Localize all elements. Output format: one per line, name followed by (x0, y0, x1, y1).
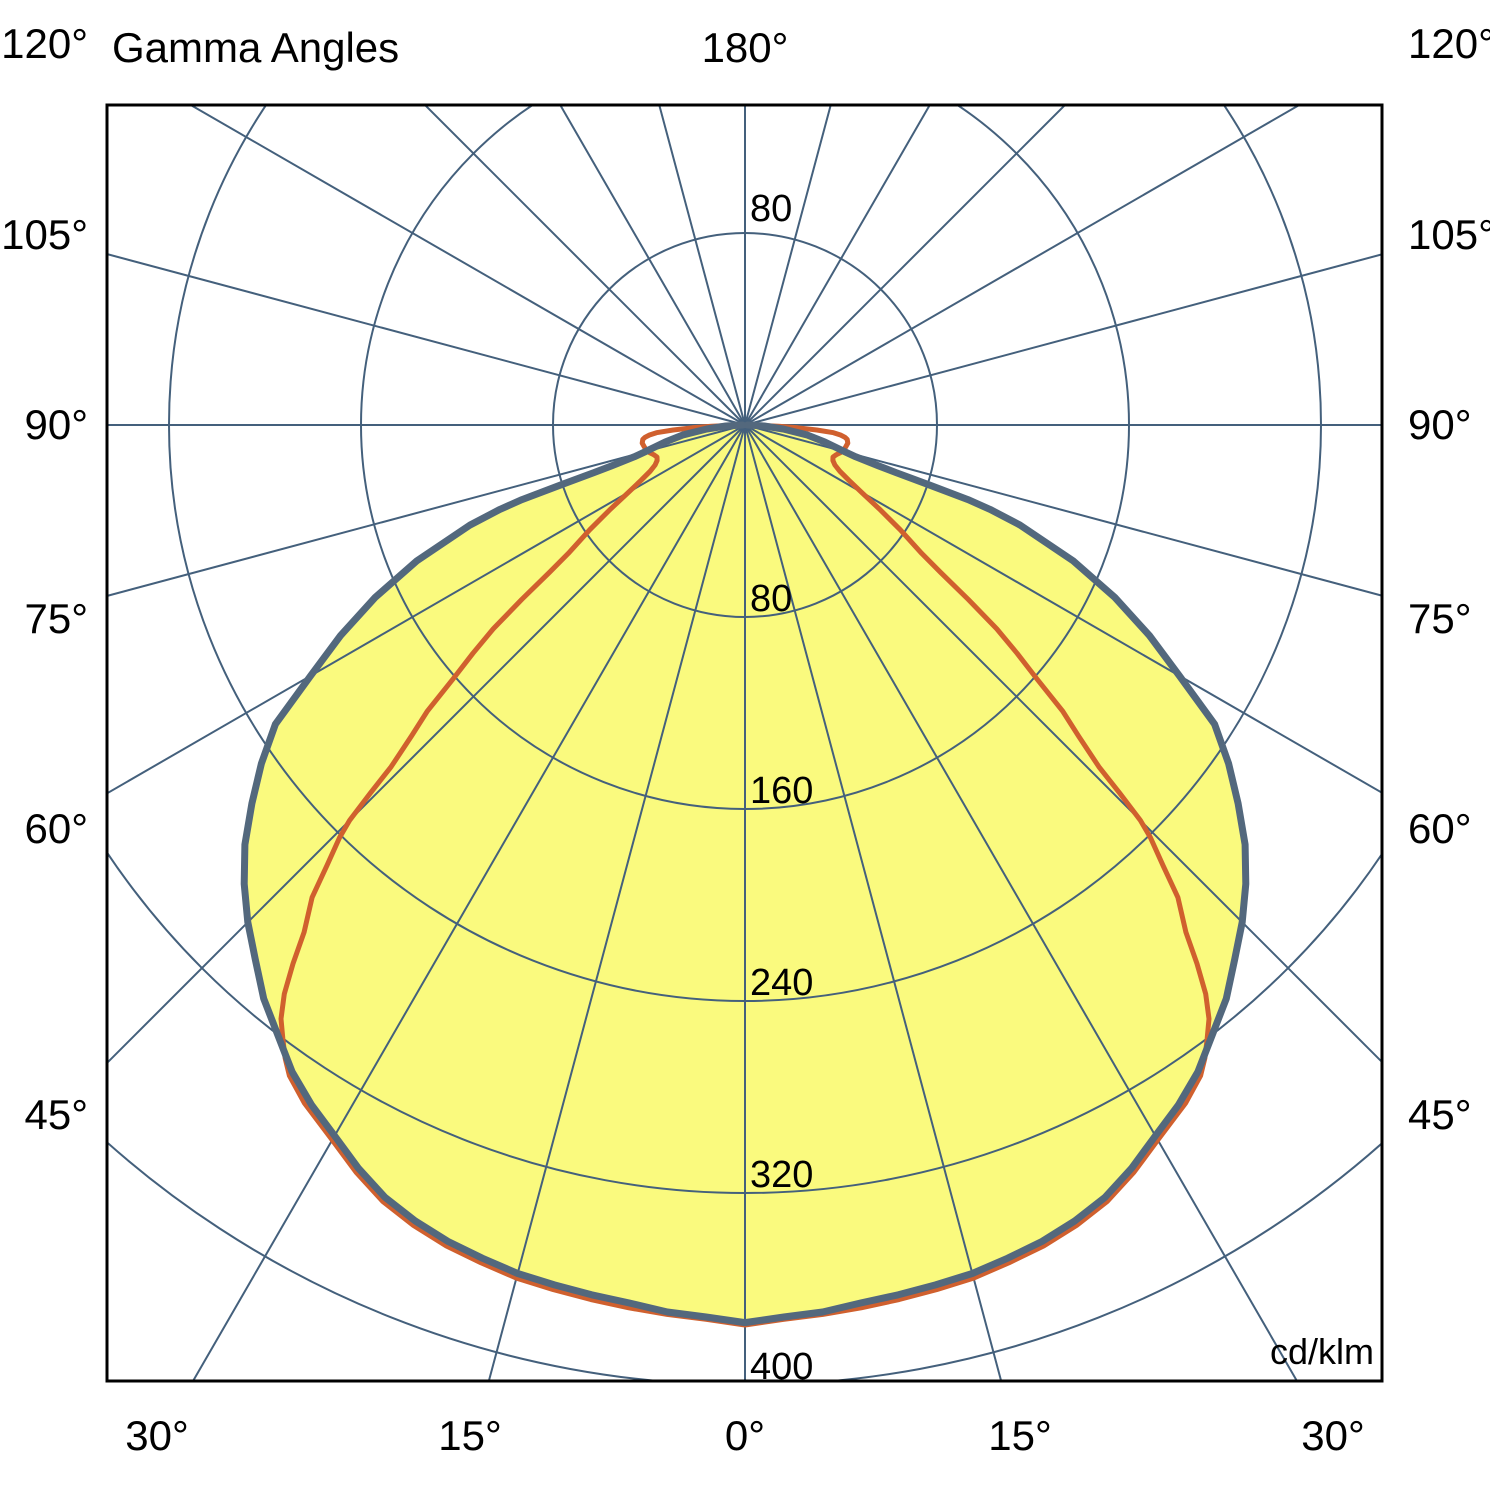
side-angle-label-left: 90° (24, 401, 88, 448)
side-angle-label-right: 45° (1408, 1091, 1472, 1138)
side-angle-label-left: 60° (24, 805, 88, 852)
bottom-angle-label: 30° (1301, 1412, 1365, 1459)
bottom-angle-label: 15° (438, 1412, 502, 1459)
ring-value-label-top: 80 (750, 188, 792, 230)
ring-value-label: 240 (750, 962, 813, 1004)
side-angle-label-right: 90° (1408, 401, 1472, 448)
ring-value-label: 320 (750, 1154, 813, 1196)
blue-intensity-curve (240, 421, 1250, 1327)
ring-value-label: 400 (750, 1346, 813, 1388)
side-angle-label-left: 45° (24, 1091, 88, 1138)
axis-labels: Gamma Angles 180° cd/klm 120° 120° 105° 105… (1, 20, 1490, 1459)
side-angle-label-left: 105° (1, 211, 88, 258)
side-angle-label-right: 105° (1408, 211, 1490, 258)
ring-value-label: 80 (750, 578, 792, 620)
plot-frame (105, 103, 1384, 1383)
chart-title: Gamma Angles (112, 24, 399, 71)
top-angle-label: 180° (702, 24, 789, 71)
units-label: cd/klm (1270, 1331, 1374, 1372)
bottom-angle-label: 0° (725, 1412, 765, 1459)
side-angle-label-left: 120° (1, 20, 88, 67)
bottom-angle-label: 15° (988, 1412, 1052, 1459)
side-angle-label-right: 60° (1408, 805, 1472, 852)
ring-value-label: 160 (750, 770, 813, 812)
side-angle-label-right: 75° (1408, 595, 1472, 642)
bottom-angle-label: 30° (125, 1412, 189, 1459)
side-angle-label-left: 75° (24, 595, 88, 642)
side-angle-label-right: 120° (1408, 20, 1490, 67)
